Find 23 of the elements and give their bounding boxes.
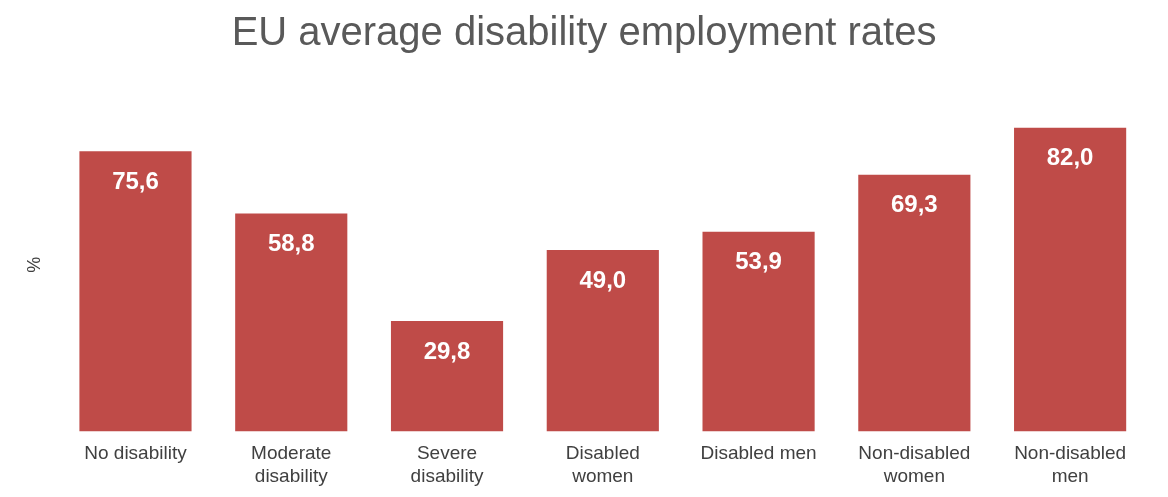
x-tick-label: Moderate disability [251, 442, 332, 486]
x-tick-label: Disabled men [700, 442, 817, 464]
data-label: 49,0 [579, 265, 627, 293]
chart-title: EU average disability employment rates [231, 9, 937, 54]
data-label: 58,8 [267, 229, 315, 257]
x-tick-label: No disability [84, 442, 188, 464]
bar [858, 174, 971, 432]
x-tick-label: Severe disability [410, 442, 484, 486]
bar [390, 321, 504, 432]
data-label: 75,6 [112, 166, 159, 194]
bar [235, 213, 348, 432]
bar [1014, 127, 1127, 432]
bar [79, 151, 192, 432]
y-axis-title: % [23, 256, 44, 273]
data-label: 53,9 [735, 247, 782, 275]
x-tick-label: Disabled women [565, 442, 640, 486]
bar [702, 231, 815, 432]
x-tick-label: Non-disabled men [1014, 442, 1127, 486]
data-label: 69,3 [890, 190, 938, 218]
data-label: 29,8 [423, 336, 471, 364]
bar [546, 249, 659, 432]
x-tick-label: Non-disabled women [858, 442, 971, 486]
data-label: 82,0 [1046, 143, 1094, 171]
